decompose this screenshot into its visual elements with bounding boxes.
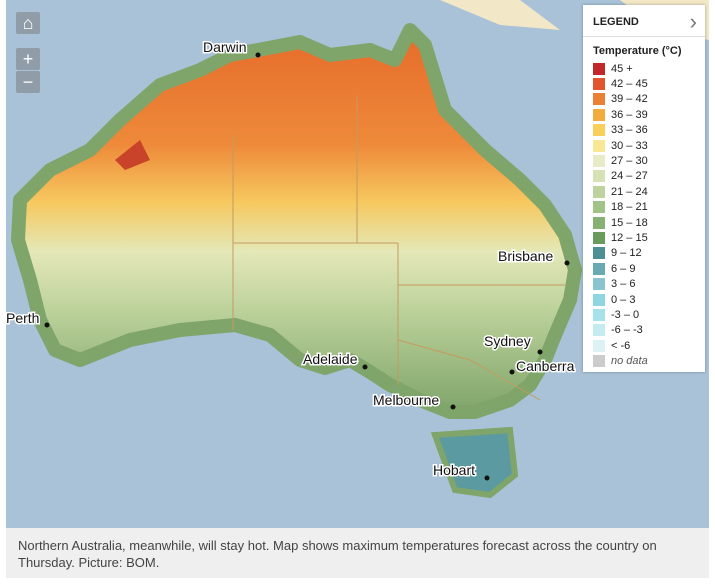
legend-item: 45 + [583, 61, 705, 76]
legend-item: 18 – 21 [583, 200, 705, 215]
legend-label: -6 – -3 [611, 324, 643, 337]
legend-label: 12 – 15 [611, 231, 648, 244]
legend-label: no data [611, 355, 648, 368]
caption: Northern Australia, meanwhile, will stay… [6, 528, 709, 578]
legend-label: 0 – 3 [611, 293, 636, 306]
legend-label: 30 – 33 [611, 139, 648, 152]
legend-swatch [593, 355, 605, 368]
legend-swatch [593, 247, 605, 260]
legend-title: LEGEND [593, 16, 639, 28]
legend-item: 30 – 33 [583, 138, 705, 153]
legend-label: 15 – 18 [611, 216, 648, 229]
city-label: Perth [6, 310, 39, 326]
legend-label: 39 – 42 [611, 93, 648, 106]
legend-item: 33 – 36 [583, 123, 705, 138]
city-label: Darwin [203, 39, 247, 55]
legend-swatch [593, 278, 605, 291]
australia [11, 23, 582, 419]
legend: LEGEND › Temperature (°C) 45 + 42 – 45 39 –… [583, 5, 705, 372]
legend-item: < -6 [583, 338, 705, 353]
legend-swatch [593, 78, 605, 91]
legend-items: 45 + 42 – 45 39 – 42 36 – 39 33 – 36 30 – 33 2… [583, 61, 705, 369]
zoom-in-button[interactable]: + [16, 48, 40, 70]
legend-label: 36 – 39 [611, 108, 648, 121]
legend-swatch [593, 293, 605, 306]
legend-item: 42 – 45 [583, 76, 705, 91]
legend-label: 33 – 36 [611, 124, 648, 137]
legend-item: -3 – 0 [583, 307, 705, 322]
city-label: Adelaide [303, 351, 358, 367]
city-label: Hobart [433, 462, 475, 478]
legend-swatch [593, 339, 605, 352]
legend-item: 27 – 30 [583, 153, 705, 168]
legend-label: 42 – 45 [611, 78, 648, 91]
legend-item: 0 – 3 [583, 292, 705, 307]
state-borders [232, 95, 565, 401]
city-dots [44, 52, 570, 481]
legend-item: no data [583, 353, 705, 368]
home-button[interactable]: ⌂ [16, 12, 40, 34]
legend-swatch [593, 124, 605, 137]
legend-swatch [593, 324, 605, 337]
legend-swatch [593, 216, 605, 229]
legend-label: < -6 [611, 339, 631, 352]
legend-item: -6 – -3 [583, 323, 705, 338]
city-label: Melbourne [373, 392, 439, 408]
legend-swatch [593, 308, 605, 321]
legend-item: 12 – 15 [583, 230, 705, 245]
legend-label: 21 – 24 [611, 185, 648, 198]
legend-swatch [593, 62, 605, 75]
city-label: Brisbane [498, 248, 553, 264]
legend-item: 21 – 24 [583, 184, 705, 199]
legend-label: 18 – 21 [611, 201, 648, 214]
legend-swatch [593, 201, 605, 214]
city-label: Canberra [516, 358, 575, 374]
legend-swatch [593, 108, 605, 121]
legend-swatch [593, 185, 605, 198]
legend-item: 9 – 12 [583, 246, 705, 261]
legend-swatch [593, 93, 605, 106]
legend-label: -3 – 0 [611, 308, 640, 321]
hot-spot [115, 140, 150, 170]
legend-swatch [593, 155, 605, 168]
legend-swatch [593, 139, 605, 152]
legend-item: 15 – 18 [583, 215, 705, 230]
legend-subtitle: Temperature (°C) [593, 45, 682, 57]
collapse-arrow[interactable]: › [689, 9, 697, 34]
legend-label: 27 – 30 [611, 155, 648, 168]
legend-header[interactable]: LEGEND › [583, 5, 705, 37]
legend-item: 3 – 6 [583, 276, 705, 291]
legend-item: 39 – 42 [583, 92, 705, 107]
legend-label: 9 – 12 [611, 247, 642, 260]
legend-item: 24 – 27 [583, 169, 705, 184]
legend-item: 36 – 39 [583, 107, 705, 122]
legend-swatch [593, 231, 605, 244]
city-label: Sydney [484, 333, 531, 349]
legend-label: 6 – 9 [611, 262, 636, 275]
zoom-out-button[interactable]: − [16, 71, 40, 93]
legend-swatch [593, 170, 605, 183]
legend-label: 24 – 27 [611, 170, 648, 183]
legend-label: 45 + [611, 62, 633, 75]
legend-item: 6 – 9 [583, 261, 705, 276]
tasmania [430, 426, 519, 499]
legend-swatch [593, 262, 605, 275]
legend-label: 3 – 6 [611, 278, 636, 291]
